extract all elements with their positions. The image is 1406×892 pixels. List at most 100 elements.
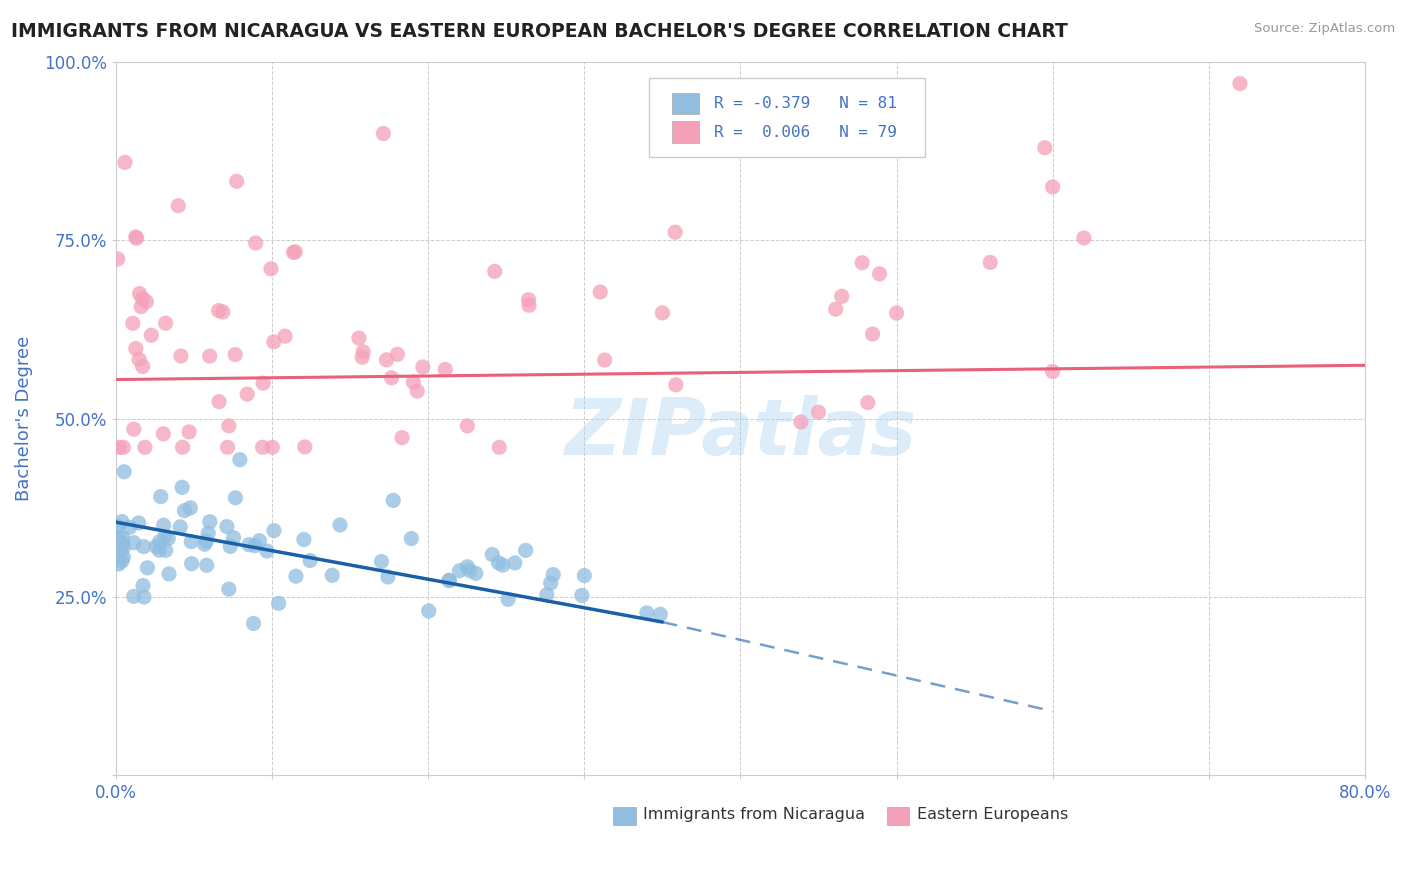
Point [195,534,218,549]
Point [263,524,285,538]
Point [125,230,148,244]
Point [114,155,136,169]
Point [434,362,457,376]
Point [245,235,267,250]
Point [125,342,148,356]
Point [492,558,515,573]
FancyBboxPatch shape [650,78,925,157]
FancyBboxPatch shape [672,121,699,143]
Point [153,530,176,544]
Point [373,127,395,141]
Point [458,564,481,578]
Point [665,377,688,392]
Point [263,334,285,349]
Point [824,302,846,317]
Point [256,544,278,558]
Point [418,604,440,618]
Point [122,590,145,604]
Point [155,543,177,558]
Point [284,244,307,259]
Point [382,493,405,508]
Point [125,231,148,245]
Point [207,303,229,318]
Point [195,558,218,573]
Point [651,306,673,320]
Point [267,596,290,610]
Point [198,515,221,529]
Point [208,394,231,409]
Text: Immigrants from Nicaragua: Immigrants from Nicaragua [643,807,865,822]
Point [856,395,879,409]
Point [111,536,134,550]
Point [198,349,221,363]
Point [122,422,145,436]
Point [375,352,398,367]
Point [169,520,191,534]
Point [242,616,264,631]
Point [574,568,596,582]
Point [218,418,240,433]
Point [121,316,143,330]
Point [252,440,274,454]
Point [179,425,201,439]
Y-axis label: Bachelor's Degree: Bachelor's Degree [15,336,32,501]
Point [283,245,305,260]
Point [128,286,150,301]
Point [141,328,163,343]
Point [111,515,134,529]
Point [132,540,155,554]
Point [180,557,202,571]
Point [222,531,245,545]
Point [145,540,167,554]
Point [571,589,593,603]
Point [107,529,129,543]
Point [217,440,239,454]
Point [112,465,135,479]
Point [352,351,374,365]
Point [108,440,131,454]
Point [650,607,672,622]
Point [134,440,156,454]
Point [496,592,519,607]
Point [299,553,322,567]
Point [252,376,274,391]
Point [225,174,247,188]
Text: Eastern Europeans: Eastern Europeans [917,807,1067,822]
Point [262,440,284,454]
Text: ZIPatlas: ZIPatlas [564,395,917,471]
Point [107,557,129,571]
Point [112,541,135,555]
Point [167,199,190,213]
Point [129,300,152,314]
Point [593,353,616,368]
Point [132,590,155,604]
Point [128,516,150,530]
Point [194,537,217,551]
Point [179,500,201,515]
Point [515,543,537,558]
Point [128,352,150,367]
Point [488,440,510,454]
Point [224,491,246,505]
Point [484,264,506,278]
Point [370,555,392,569]
Point [284,569,307,583]
Point [294,440,316,454]
Point [173,503,195,517]
Point [152,518,174,533]
Point [219,540,242,554]
Point [517,298,540,312]
Point [107,519,129,533]
Point [329,518,352,533]
Point [292,533,315,547]
Point [260,261,283,276]
Point [347,331,370,345]
Point [135,294,157,309]
Point [321,568,343,582]
Point [122,535,145,549]
Point [589,285,612,299]
Point [464,566,486,581]
Point [979,255,1001,269]
Point [155,316,177,330]
Point [851,255,873,269]
